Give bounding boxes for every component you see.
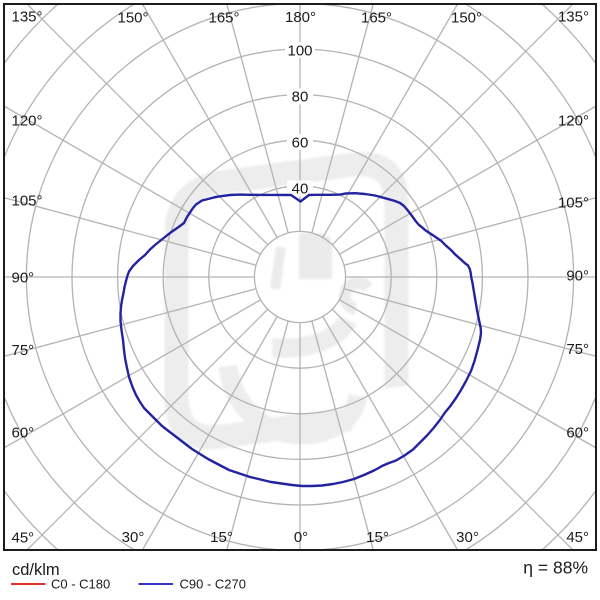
svg-text:100: 100 — [287, 42, 312, 59]
svg-text:60: 60 — [292, 134, 309, 151]
svg-text:90°: 90° — [566, 267, 589, 284]
svg-text:15°: 15° — [210, 529, 233, 546]
svg-text:η = 88%: η = 88% — [523, 558, 588, 578]
svg-text:165°: 165° — [208, 9, 239, 26]
svg-text:105°: 105° — [558, 194, 589, 211]
svg-text:165°: 165° — [361, 9, 392, 26]
svg-text:120°: 120° — [12, 112, 43, 129]
svg-text:105°: 105° — [12, 192, 43, 209]
svg-text:60°: 60° — [566, 424, 589, 441]
svg-text:0°: 0° — [294, 529, 308, 546]
svg-text:90°: 90° — [12, 269, 35, 286]
svg-text:75°: 75° — [12, 342, 35, 359]
svg-text:180°: 180° — [285, 9, 316, 26]
svg-text:135°: 135° — [12, 8, 43, 25]
svg-text:75°: 75° — [566, 341, 589, 358]
svg-text:150°: 150° — [117, 9, 148, 26]
svg-text:45°: 45° — [12, 529, 35, 546]
svg-text:135°: 135° — [558, 8, 589, 25]
svg-text:40: 40 — [292, 180, 309, 197]
svg-text:C0 - C180: C0 - C180 — [51, 577, 110, 592]
svg-text:C90 - C270: C90 - C270 — [180, 577, 246, 592]
svg-text:80: 80 — [292, 89, 309, 106]
svg-text:150°: 150° — [451, 9, 482, 26]
svg-text:60°: 60° — [12, 424, 35, 441]
svg-text:45°: 45° — [566, 529, 589, 546]
svg-text:30°: 30° — [456, 529, 479, 546]
svg-text:15°: 15° — [366, 529, 389, 546]
svg-text:30°: 30° — [122, 529, 145, 546]
svg-text:cd/klm: cd/klm — [12, 561, 60, 579]
svg-text:120°: 120° — [558, 112, 589, 129]
